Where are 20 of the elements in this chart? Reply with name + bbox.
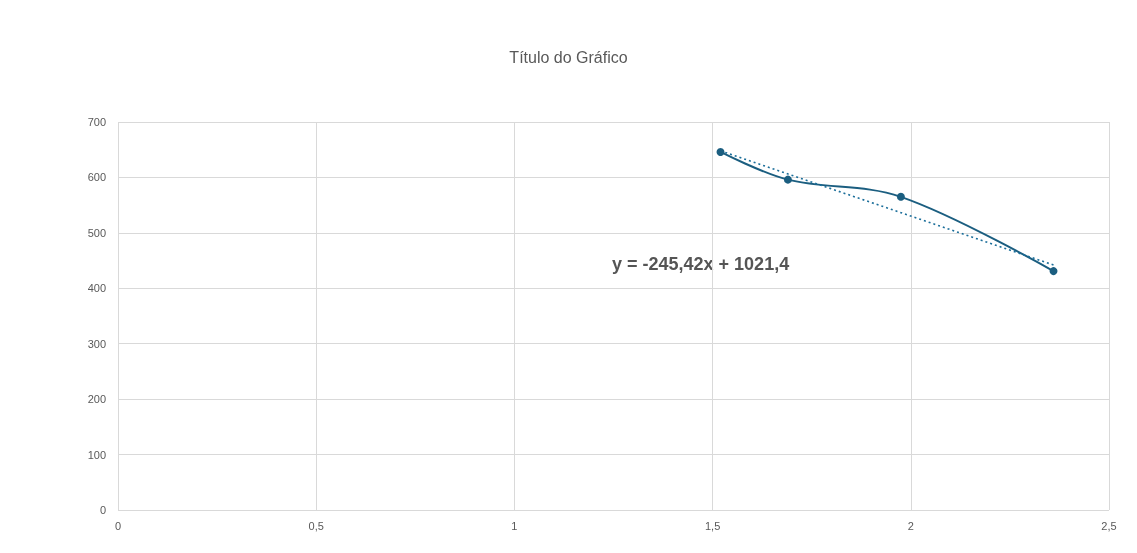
y-tick-label: 400 [87, 282, 106, 295]
y-tick-label: 500 [87, 226, 106, 239]
x-tick-label: 2,5 [1101, 519, 1117, 532]
point [783, 175, 792, 184]
annotation: y = -245,42x + 1021,4 [612, 254, 790, 274]
y-tick-label: 100 [87, 448, 106, 461]
x-tick-label: 1,5 [704, 519, 721, 532]
x-tick-label: 0 [114, 519, 122, 532]
x-tick-label: 0,5 [308, 519, 324, 532]
x-tick-label: 1 [511, 519, 518, 532]
point [1049, 267, 1058, 276]
y-tick-label: 0 [99, 504, 106, 516]
point [716, 147, 725, 156]
y-tick-label: 700 [87, 116, 106, 128]
chart-title: Título do Gráfico [509, 48, 628, 66]
point [896, 192, 905, 201]
y-tick-label: 600 [87, 171, 106, 184]
y-tick-label: 200 [87, 393, 106, 406]
x-tick-label: 2 [907, 519, 914, 532]
y-tick-label: 300 [87, 337, 106, 350]
